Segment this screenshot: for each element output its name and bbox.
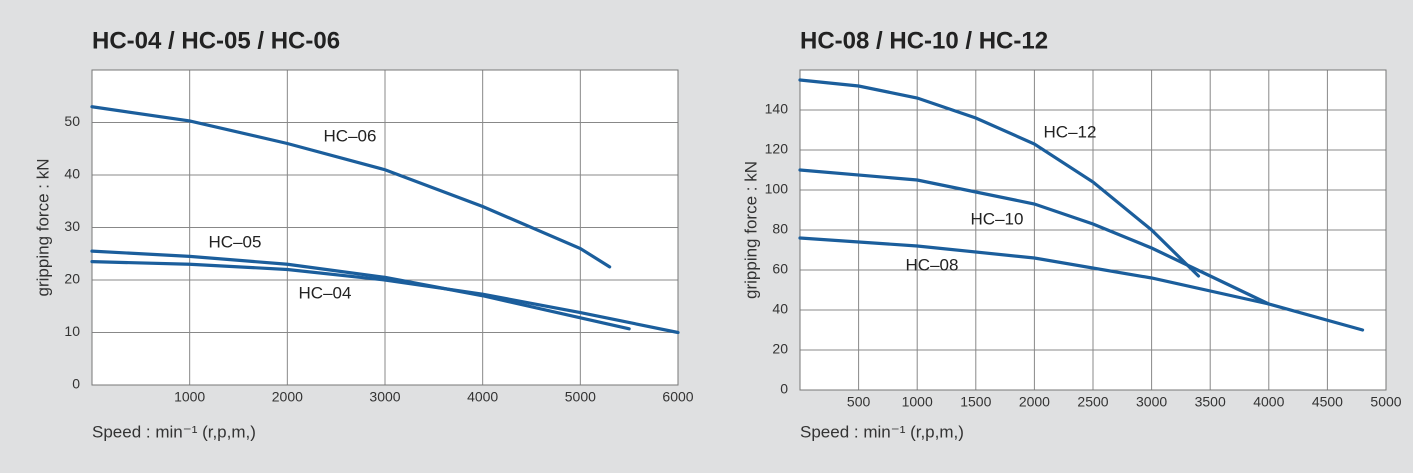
chart-title: HC-08 / HC-10 / HC-12	[800, 27, 1048, 54]
x-tick-label: 1500	[960, 394, 991, 410]
x-tick-label: 3000	[369, 389, 400, 405]
x-tick-label: 3000	[1136, 394, 1167, 410]
series-line	[90, 105, 612, 269]
x-tick-label: 5000	[1370, 394, 1401, 410]
y-axis-label: gripping force : kN	[741, 161, 760, 299]
x-tick-label: 4000	[467, 389, 498, 405]
y-axis-label: gripping force : kN	[33, 159, 52, 297]
series-label: HC–08	[906, 255, 959, 274]
series-label: HC–12	[1044, 122, 1097, 141]
series-label: HC–06	[324, 126, 377, 145]
y-tick-label: 0	[780, 381, 788, 397]
y-tick-label: 40	[772, 301, 788, 317]
series-line	[90, 260, 680, 335]
x-tick-label: 3500	[1195, 394, 1226, 410]
x-tick-label: 6000	[662, 389, 693, 405]
plot-frame	[799, 69, 1387, 391]
y-tick-label: 80	[772, 221, 788, 237]
series-label: HC–10	[971, 209, 1024, 228]
y-tick-label: 120	[765, 141, 789, 157]
x-tick-label: 500	[847, 394, 871, 410]
x-tick-label: 1000	[902, 394, 933, 410]
x-axis-label: Speed : min⁻¹ (r,p,m,)	[800, 422, 964, 441]
plot-frame	[91, 69, 679, 386]
y-tick-label: 50	[64, 113, 80, 129]
series-line	[798, 78, 1201, 278]
y-tick-label: 30	[64, 218, 80, 234]
series-line	[798, 168, 1271, 306]
x-tick-label: 2500	[1077, 394, 1108, 410]
y-tick-label: 100	[765, 181, 789, 197]
x-tick-label: 2000	[272, 389, 303, 405]
series-line	[90, 249, 631, 331]
series-line	[798, 236, 1365, 332]
x-tick-label: 5000	[565, 389, 596, 405]
x-axis-label: Speed : min⁻¹ (r,p,m,)	[92, 422, 256, 441]
x-tick-label: 4000	[1253, 394, 1284, 410]
y-tick-label: 40	[64, 166, 80, 182]
series-label: HC–04	[299, 283, 352, 302]
x-tick-label: 2000	[1019, 394, 1050, 410]
series-label: HC–05	[209, 232, 262, 251]
y-tick-label: 0	[72, 376, 80, 392]
y-tick-label: 20	[64, 271, 80, 287]
x-tick-label: 4500	[1312, 394, 1343, 410]
x-tick-label: 1000	[174, 389, 205, 405]
y-tick-label: 140	[765, 101, 789, 117]
y-tick-label: 10	[64, 323, 80, 339]
y-tick-label: 20	[772, 341, 788, 357]
chart-title: HC-04 / HC-05 / HC-06	[92, 27, 340, 54]
y-tick-label: 60	[772, 261, 788, 277]
